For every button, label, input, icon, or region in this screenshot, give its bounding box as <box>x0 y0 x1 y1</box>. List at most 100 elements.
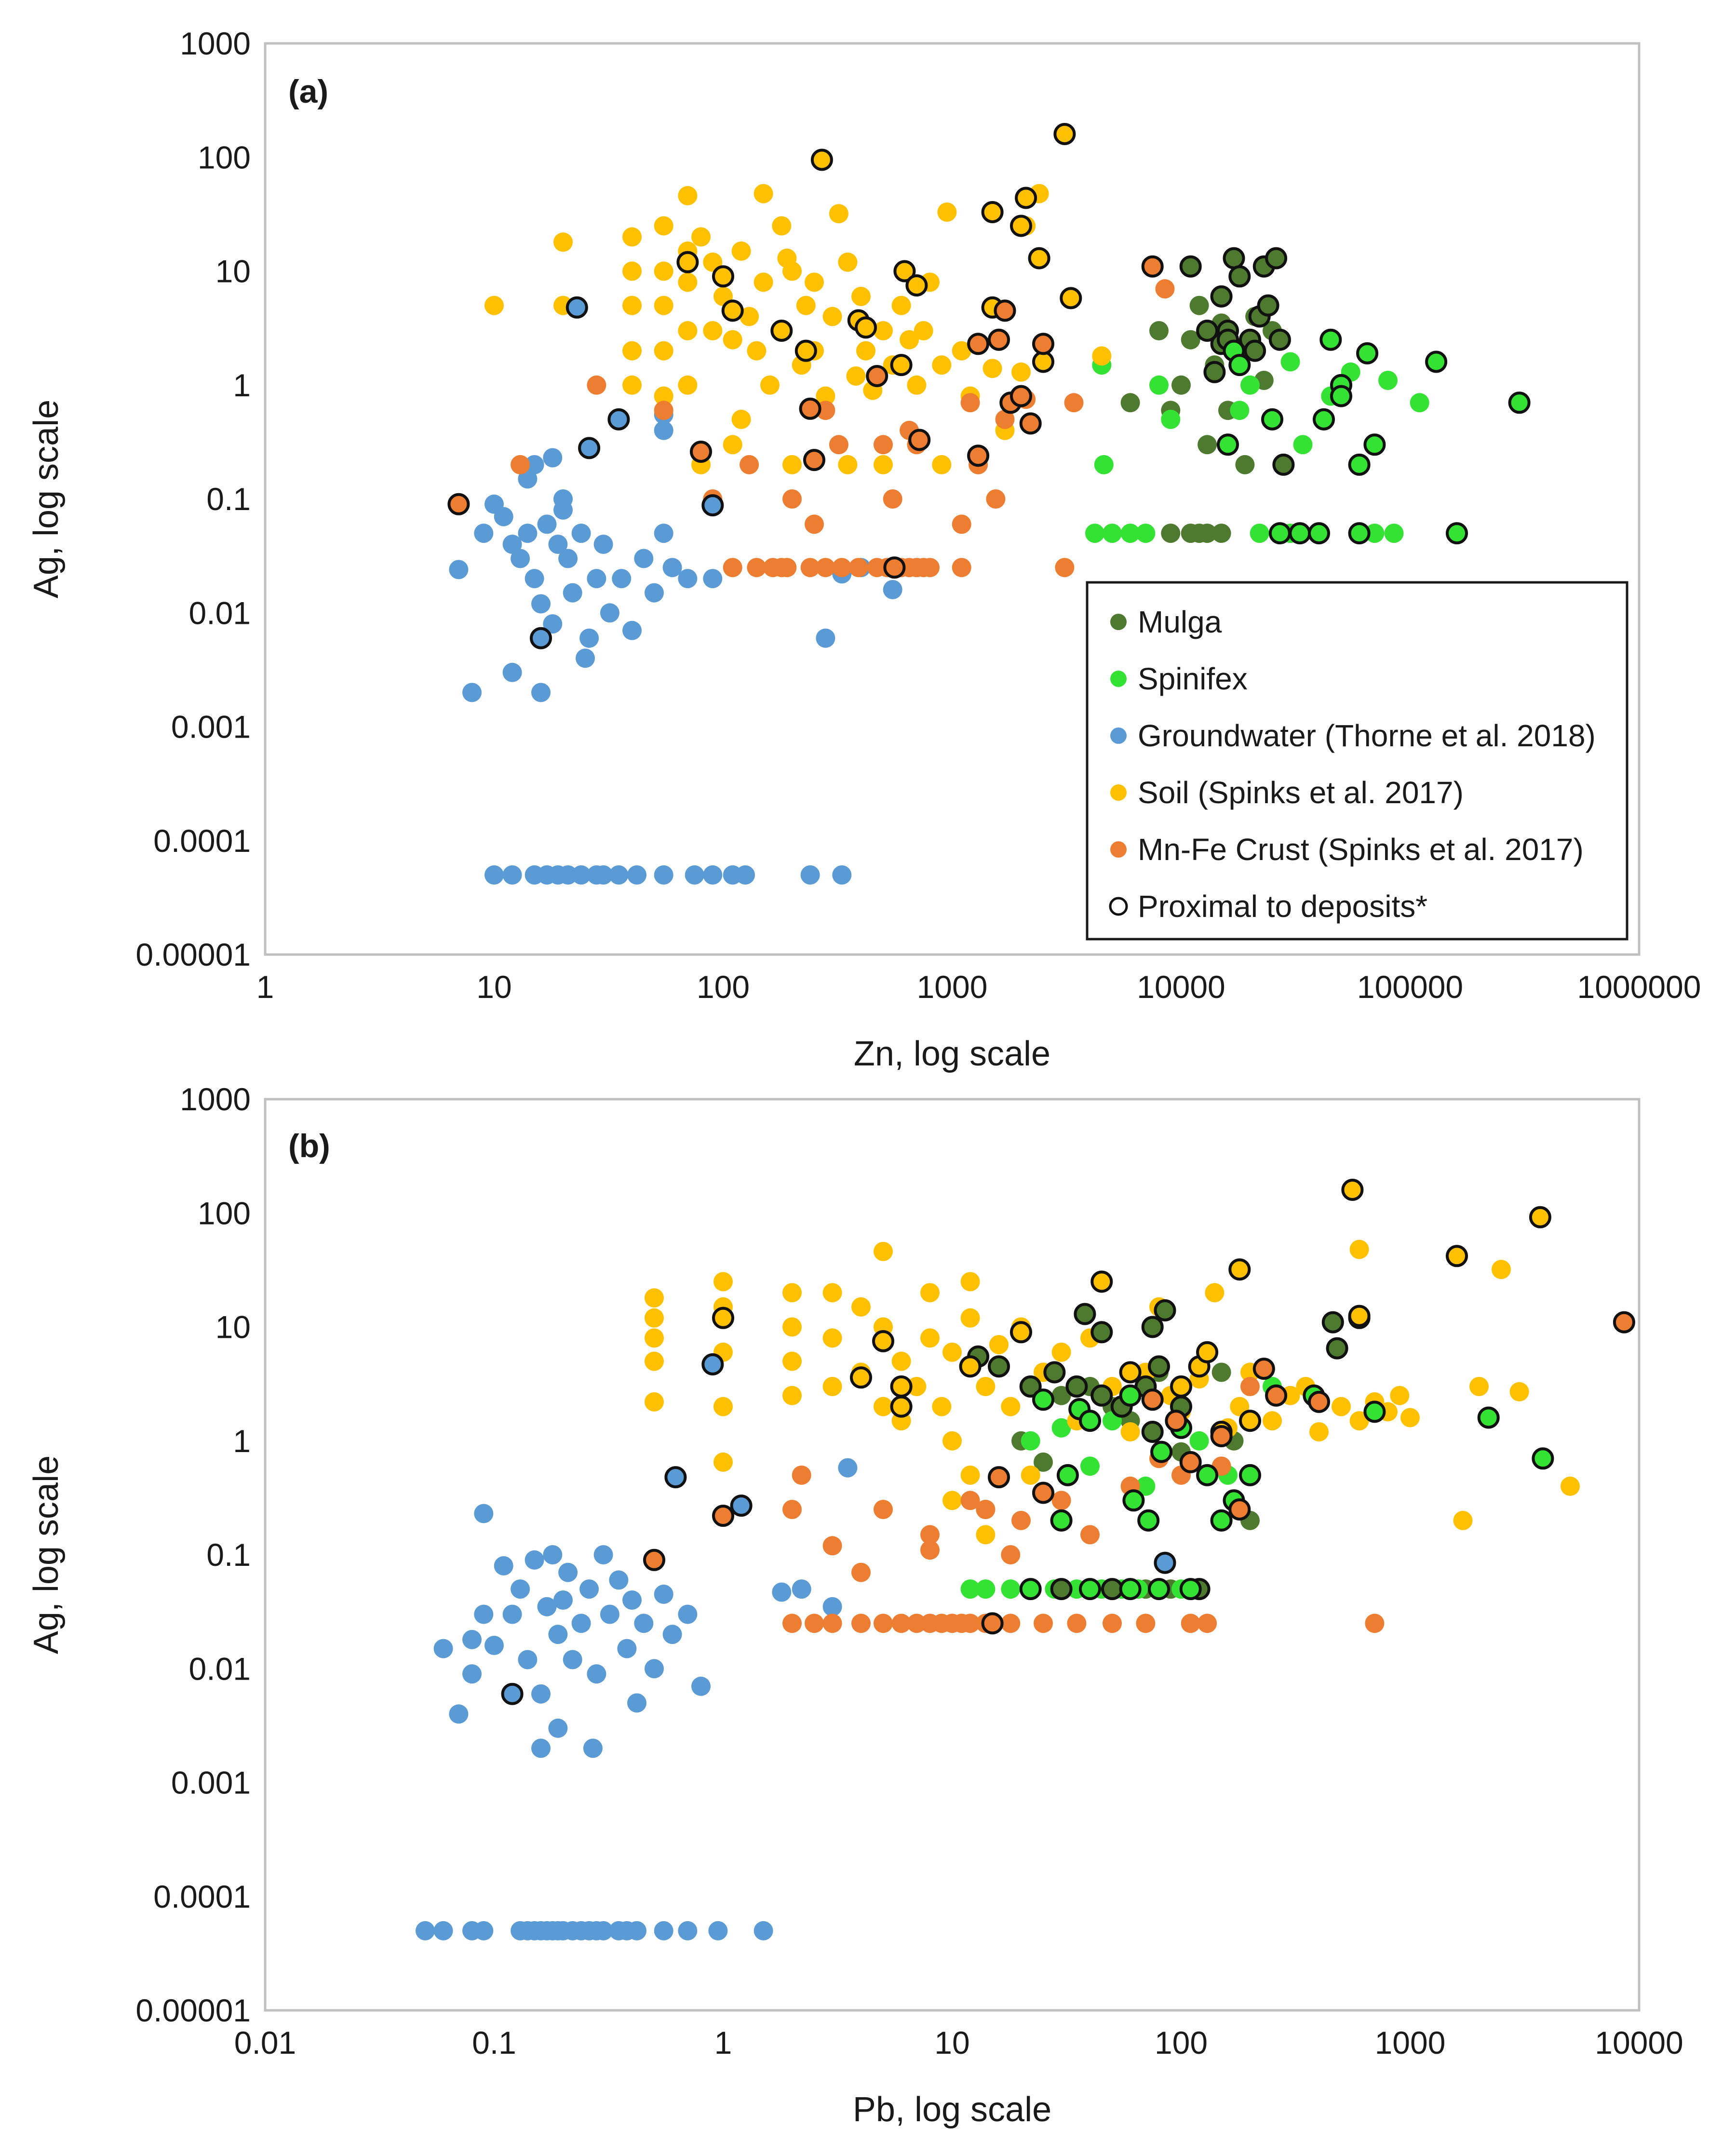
panel-b-x-tick-label: 1 <box>714 2025 732 2060</box>
proximal-point <box>1319 328 1342 351</box>
legend-items: Mulga Spinifex Groundwater (Thorne et al. … <box>1109 605 1596 924</box>
proximal-point <box>578 437 601 459</box>
soil-spinks-et-al-2017-point <box>731 241 751 261</box>
proximal-point <box>1210 285 1233 308</box>
mn-fe-crust-spinks-et-al-2017-point <box>891 1614 911 1633</box>
groundwater-thorne-et-al-2018-point <box>627 1693 646 1713</box>
groundwater-thorne-et-al-2018-point <box>548 535 568 554</box>
soil-spinks-et-al-2017-point <box>822 1377 842 1396</box>
proximal-point <box>1050 1509 1073 1532</box>
mn-fe-crust-spinks-et-al-2017-point <box>654 401 673 420</box>
groundwater-thorne-et-al-2018-point <box>816 628 835 648</box>
mn-fe-crust-spinks-et-al-2017-point <box>747 558 767 578</box>
mn-fe-crust-spinks-et-al-2017-point <box>848 558 868 578</box>
mn-fe-crust-spinks-et-al-2017-point <box>1155 279 1175 299</box>
proximal-point <box>1074 1303 1096 1325</box>
groundwater-thorne-et-al-2018-point <box>645 583 664 603</box>
soil-spinks-et-al-2017-point <box>723 435 742 455</box>
mn-fe-crust-spinks-et-al-2017-point <box>960 1614 980 1633</box>
proximal-point <box>1268 328 1291 351</box>
proximal-point <box>1148 1578 1170 1601</box>
groundwater-thorne-et-al-2018-point <box>645 1659 664 1679</box>
groundwater-thorne-et-al-2018-point <box>883 580 902 599</box>
mulga-point <box>1120 393 1140 413</box>
soil-spinks-et-al-2017-point <box>937 202 957 222</box>
soil-spinks-et-al-2017-point <box>1390 1386 1410 1405</box>
soil-spinks-et-al-2017-point <box>982 359 1002 378</box>
proximal-point <box>1165 1410 1187 1432</box>
spinifex-point <box>1189 1431 1209 1451</box>
proximal-point <box>447 493 470 515</box>
soil-spinks-et-al-2017-point <box>952 341 971 361</box>
soil-spinks-et-al-2017-point <box>654 261 673 281</box>
spinifex-point <box>1293 435 1313 455</box>
mulga-point <box>1189 524 1209 543</box>
legend-label-mulga: Mulga <box>1138 605 1222 639</box>
groundwater-thorne-et-al-2018-point <box>558 549 578 568</box>
proximal-point <box>1015 187 1037 209</box>
groundwater-thorne-et-al-2018-point <box>525 569 544 589</box>
groundwater-thorne-et-al-2018-point <box>563 583 582 603</box>
soil-spinks-et-al-2017-point <box>989 1335 1009 1355</box>
mulga-point <box>1149 321 1169 340</box>
mn-fe-crust-spinks-et-al-2017-point <box>829 435 848 455</box>
soil-spinks-et-al-2017-point <box>960 1308 980 1328</box>
proximal-point <box>1265 247 1288 269</box>
groundwater-thorne-et-al-2018-point <box>678 1604 698 1624</box>
panel-b-x-tick-label: 1000 <box>1375 2025 1446 2060</box>
legend-box <box>1086 581 1628 941</box>
groundwater-thorne-et-al-2018-point <box>502 535 522 554</box>
soil-spinks-et-al-2017-point <box>1092 346 1112 366</box>
legend-marker-soil-spinks-et-al-2017 <box>1110 784 1127 801</box>
proximal-point <box>1348 1305 1371 1327</box>
groundwater-thorne-et-al-2018-point <box>571 865 591 885</box>
groundwater-thorne-et-al-2018-point <box>531 594 551 614</box>
mn-fe-crust-spinks-et-al-2017-point <box>822 1536 842 1556</box>
soil-spinks-et-al-2017-point <box>846 366 866 386</box>
proximal-point <box>1257 294 1279 317</box>
mulga-point <box>1189 296 1209 315</box>
soil-spinks-et-al-2017-point <box>1509 1382 1529 1401</box>
proximal-point <box>810 148 833 171</box>
soil-spinks-et-al-2017-point <box>645 1351 664 1371</box>
soil-spinks-et-al-2017-point <box>976 1377 996 1396</box>
proximal-point <box>1141 1388 1164 1411</box>
soil-spinks-et-al-2017-point <box>622 227 642 247</box>
groundwater-thorne-et-al-2018-point <box>654 1584 673 1604</box>
proximal-point <box>530 627 552 649</box>
proximal-point <box>1308 522 1330 545</box>
groundwater-thorne-et-al-2018-point <box>553 1590 573 1610</box>
groundwater-thorne-et-al-2018-point <box>654 865 673 885</box>
groundwater-thorne-et-al-2018-point <box>571 1614 591 1633</box>
mn-fe-crust-spinks-et-al-2017-point <box>1240 1377 1260 1396</box>
groundwater-thorne-et-al-2018-point <box>838 1458 858 1478</box>
mn-fe-crust-spinks-et-al-2017-point <box>805 514 824 534</box>
proximal-point <box>1150 1441 1173 1463</box>
groundwater-thorne-et-al-2018-point <box>558 1562 578 1582</box>
proximal-point <box>1032 350 1054 373</box>
proximal-point <box>1019 1375 1042 1398</box>
proximal-point <box>1210 1425 1233 1447</box>
groundwater-thorne-et-al-2018-point <box>627 865 646 885</box>
soil-spinks-et-al-2017-point <box>891 1351 911 1371</box>
soil-spinks-et-al-2017-point <box>838 252 858 272</box>
proximal-point <box>1228 354 1251 377</box>
groundwater-thorne-et-al-2018-point <box>518 469 538 489</box>
spinifex-point <box>1001 1579 1021 1599</box>
proximal-point <box>501 1683 524 1705</box>
groundwater-thorne-et-al-2018-point <box>654 1921 673 1940</box>
panel-a: (a) 0.000010.00010.0010.010.11101001000 … <box>27 26 1701 1073</box>
groundwater-thorne-et-al-2018-point <box>548 1718 568 1738</box>
groundwater-thorne-et-al-2018-point <box>593 1921 613 1940</box>
proximal-point <box>1217 433 1239 456</box>
spinifex-point <box>1410 393 1429 413</box>
proximal-point <box>1154 1299 1176 1321</box>
proximal-point <box>1179 1578 1202 1601</box>
soil-spinks-et-al-2017-point <box>1332 1397 1351 1416</box>
proximal-point <box>1446 1245 1468 1267</box>
proximal-point <box>712 1505 734 1527</box>
soil-spinks-et-al-2017-point <box>484 296 504 315</box>
proximal-point <box>1179 1451 1202 1473</box>
proximal-point <box>1289 522 1311 545</box>
proximal-point <box>643 1549 665 1571</box>
